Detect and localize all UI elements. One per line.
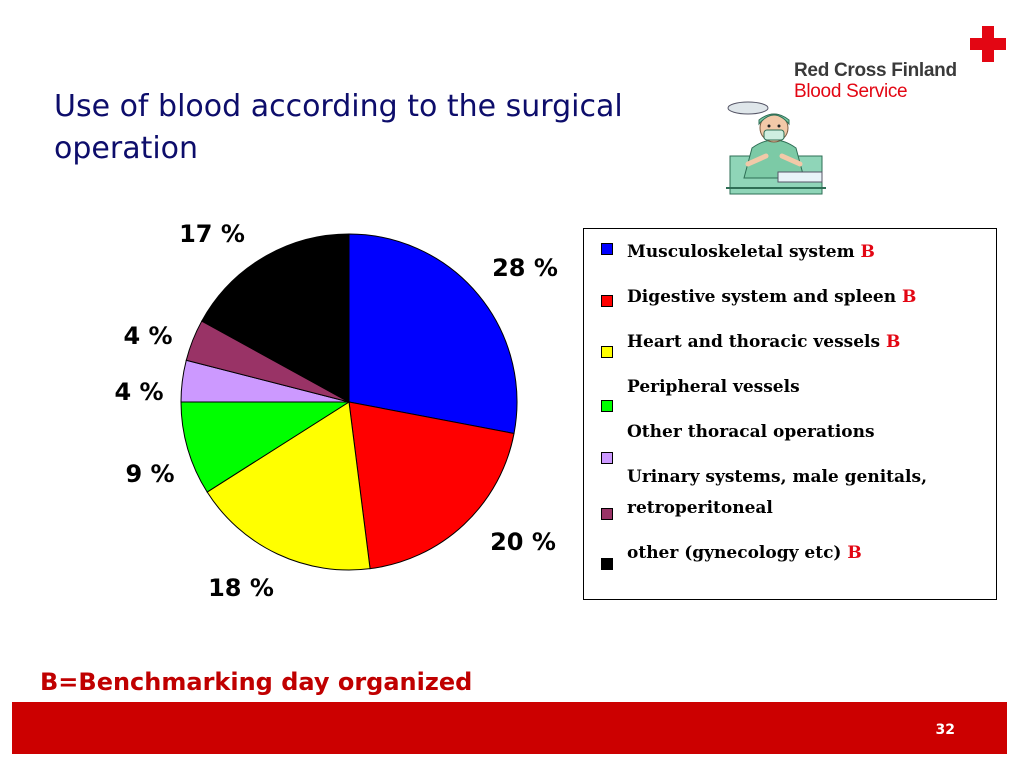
legend-swatch-4 [601, 400, 613, 412]
pie-slice-7 [201, 233, 350, 403]
legend-item-6: Urinary systems, male genitals, retroper… [627, 462, 987, 524]
legend-swatch-3 [601, 346, 613, 358]
legend-label: Peripheral vessels [627, 377, 800, 397]
legend-swatch-5 [601, 452, 613, 464]
logo-line-2: Blood Service [794, 81, 908, 102]
legend-swatch-1 [601, 243, 613, 255]
pie-value-label-6: 4 % [123, 322, 172, 350]
legend-label: Urinary systems, male genitals, retroper… [627, 467, 927, 518]
pie-slice-2 [348, 401, 515, 570]
chart-legend: Musculoskeletal system B Digestive system… [583, 228, 997, 600]
pie-value-label-5: 4 % [114, 378, 163, 406]
pie-slice-3 [206, 401, 371, 571]
pie-chart: 28 % 20 % 18 % 9 % 4 % 4 % 17 % [114, 220, 558, 602]
legend-label: Heart and thoracic vessels [627, 332, 881, 352]
pie-value-label-7: 17 % [179, 220, 245, 248]
legend-label: Digestive system and spleen [627, 287, 897, 307]
pie-slice-1 [348, 233, 518, 435]
legend-item-2: Digestive system and spleen B [627, 282, 987, 313]
red-cross-finland-logo: Red Cross Finland Blood Service [794, 26, 1009, 106]
benchmark-marker: B [886, 332, 901, 352]
footer-bar: 32 [12, 702, 1007, 754]
legend-swatch-7 [601, 558, 613, 570]
legend-item-5: Other thoracal operations [627, 417, 987, 448]
legend-item-7: other (gynecology etc) B [627, 538, 987, 569]
legend-item-3: Heart and thoracic vessels B [627, 327, 987, 358]
pie-slice-4 [180, 401, 351, 493]
benchmark-marker: B [847, 543, 862, 563]
pie-value-label-4: 9 % [125, 460, 174, 488]
legend-label: Other thoracal operations [627, 422, 875, 442]
logo-line-1: Red Cross Finland [794, 60, 957, 81]
pie-value-label-3: 18 % [208, 574, 274, 602]
legend-swatch-2 [601, 295, 613, 307]
benchmark-marker: B [902, 287, 917, 307]
pie-value-label-2: 20 % [490, 528, 556, 556]
pie-value-label-1: 28 % [492, 254, 558, 282]
legend-label: Musculoskeletal system [627, 242, 855, 262]
benchmark-footnote: B=Benchmarking day organized [40, 668, 473, 696]
legend-item-1: Musculoskeletal system B [627, 237, 987, 268]
slide-title: Use of blood according to the surgical o… [54, 89, 623, 166]
legend-label: other (gynecology etc) [627, 543, 842, 563]
legend-swatch-6 [601, 508, 613, 520]
red-cross-icon [970, 26, 1006, 62]
benchmark-marker: B [860, 242, 875, 262]
legend-item-4: Peripheral vessels [627, 372, 987, 403]
page-number: 32 [935, 722, 955, 738]
surgeon-clipart-icon [726, 101, 826, 195]
